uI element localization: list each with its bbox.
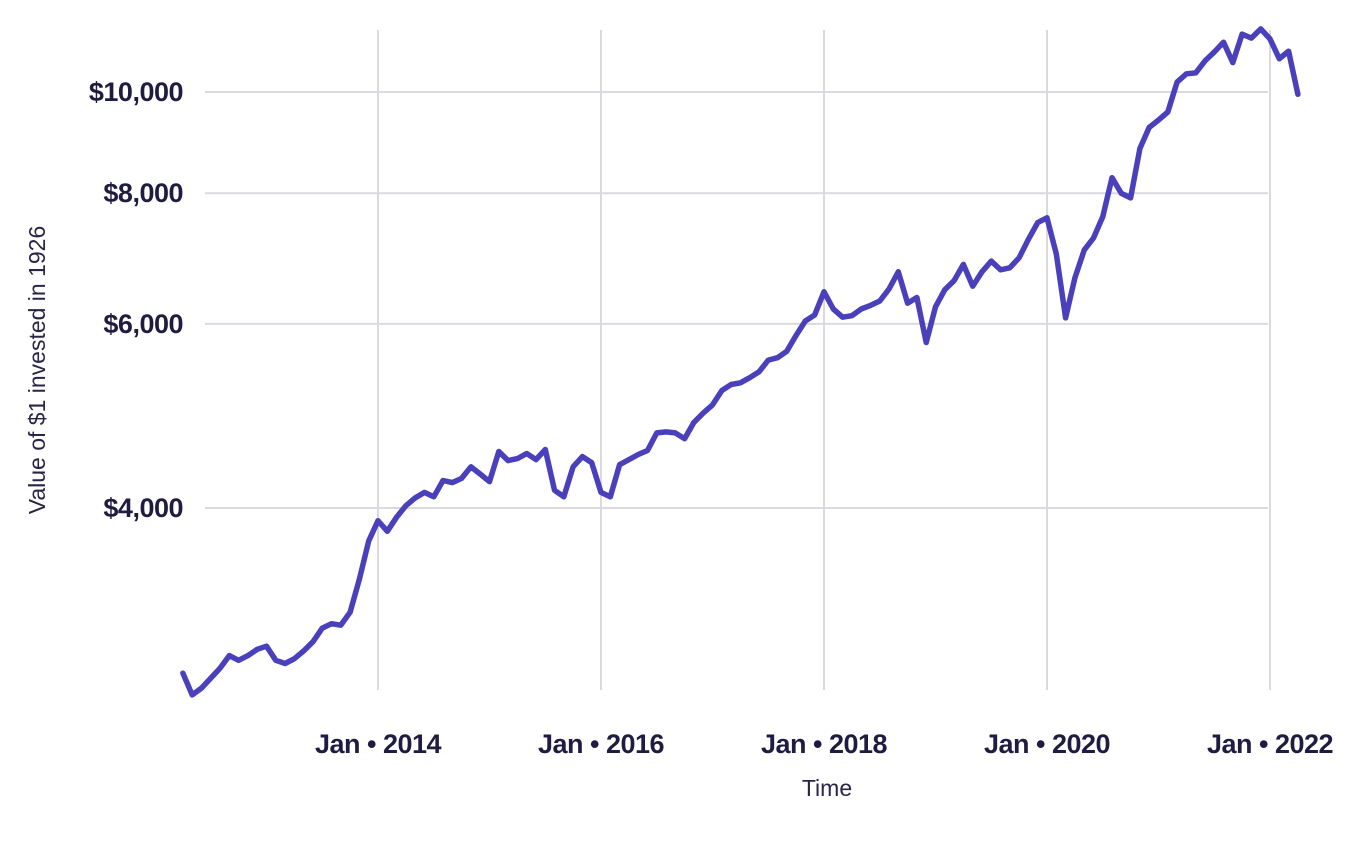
- x-tick-label-2018: Jan • 2018: [760, 729, 888, 759]
- x-tick-label-2020: Jan • 2020: [983, 729, 1111, 759]
- x-axis-title: Time: [801, 775, 853, 801]
- y-tick-label-4000: $4,000: [103, 493, 183, 523]
- x-tick-label-2014: Jan • 2014: [314, 729, 442, 759]
- x-tick-label-2016: Jan • 2016: [537, 729, 665, 759]
- y-tick-label-10000: $10,000: [88, 77, 184, 107]
- gridlines: [205, 30, 1271, 690]
- y-tick-label-8000: $8,000: [103, 178, 183, 209]
- y-tick-label-6000: $6,000: [103, 308, 183, 339]
- y-axis-title: Value of $1 invested in 1926: [24, 225, 50, 515]
- value-line-series: [180, 26, 1301, 698]
- x-tick-label-2022: Jan • 2022: [1206, 729, 1334, 759]
